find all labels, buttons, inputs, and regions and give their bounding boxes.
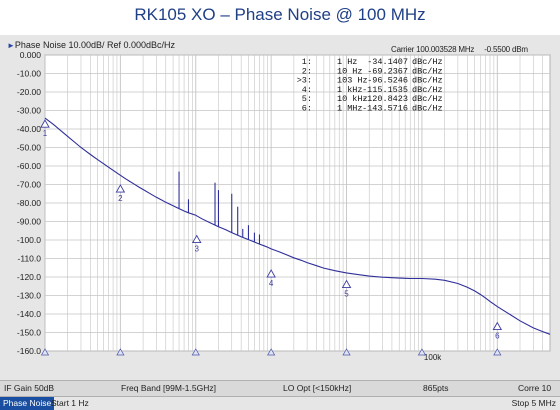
marker-table-index: 2: xyxy=(302,66,312,76)
marker-5-icon xyxy=(341,279,352,289)
marker-table-unit: dBc/Hz xyxy=(412,66,443,76)
marker-table-unit: dBc/Hz xyxy=(412,76,443,86)
marker-table-freq: 10 Hz xyxy=(337,66,363,76)
y-tick-label: 0.000 xyxy=(20,50,42,60)
marker-table-value: -143.5716 xyxy=(362,104,408,114)
phase-noise-trace xyxy=(44,117,551,335)
correlation-status[interactable]: Corre 10 xyxy=(518,383,552,393)
marker-3-icon xyxy=(191,234,202,244)
marker-table-index: 5: xyxy=(302,94,312,104)
carrier-frequency: Carrier 100.003528 MHz xyxy=(391,45,475,54)
y-tick-label: -90.00 xyxy=(17,217,41,227)
freq-band-status[interactable]: Freq Band [99M-1.5GHz] xyxy=(121,383,216,393)
decade-tick-icon xyxy=(191,348,200,356)
marker-4-icon xyxy=(266,269,276,278)
trace-label-text: Phase Noise 10.00dB/ Ref 0.000dBc/Hz xyxy=(14,40,176,50)
decade-tick-icon xyxy=(493,348,502,356)
marker-table-index: 6: xyxy=(302,104,312,114)
marker-table-unit: dBc/Hz xyxy=(412,94,443,104)
y-tick-label: -160.0 xyxy=(17,346,41,356)
marker-table-index: 1: xyxy=(302,57,312,67)
marker-table-value: -69.2367 xyxy=(367,66,408,76)
marker-6-icon xyxy=(492,321,503,331)
marker-table-value: -34.1407 xyxy=(367,57,408,67)
y-tick-label: -120.0 xyxy=(17,272,41,282)
marker-table-freq: 1 MHz xyxy=(337,104,363,114)
y-tick-label: -140.0 xyxy=(17,309,41,319)
carrier-level: -0.5500 dBm xyxy=(484,45,528,54)
marker-table-index: >3: xyxy=(297,76,312,86)
status-bar: IF Gain 50dB Freq Band [99M-1.5GHz] LO O… xyxy=(0,380,560,397)
y-tick-label: -150.0 xyxy=(17,328,41,338)
marker-table-index: 4: xyxy=(302,85,312,95)
start-frequency[interactable]: Start 1 Hz xyxy=(51,398,89,408)
marker-table-freq: 103 Hz xyxy=(337,76,368,86)
marker-table-value: -120.8423 xyxy=(362,94,408,104)
marker-3-label: 3 xyxy=(195,245,200,254)
decade-tick-icon xyxy=(40,348,50,356)
if-gain-status[interactable]: IF Gain 50dB xyxy=(4,383,55,393)
y-tick-label: -70.00 xyxy=(17,180,41,190)
y-tick-label: -130.0 xyxy=(17,291,41,301)
marker-4-label: 4 xyxy=(269,279,274,288)
marker-5-label: 5 xyxy=(344,290,349,299)
y-tick-label: -10.00 xyxy=(17,69,41,79)
analyzer-panel: ►Phase Noise 10.00dB/ Ref 0.000dBc/Hz Ca… xyxy=(0,35,560,410)
tab-bar: Phase Noise Start 1 Hz Stop 5 MHz xyxy=(0,397,560,410)
y-tick-label: -80.00 xyxy=(17,198,41,208)
x-tick-label: 100k xyxy=(424,353,442,362)
decade-tick-icon xyxy=(342,348,351,356)
marker-table-freq: 10 kHz xyxy=(337,94,368,104)
marker-table-unit: dBc/Hz xyxy=(412,104,443,114)
lo-opt-status[interactable]: LO Opt [<150kHz] xyxy=(283,383,352,393)
y-tick-label: -50.00 xyxy=(17,143,41,153)
y-tick-label: -30.00 xyxy=(17,106,41,116)
tab-phase-noise[interactable]: Phase Noise xyxy=(0,397,55,410)
carrier-readout: Carrier 100.003528 MHz -0.5500 dBm xyxy=(391,45,528,54)
decade-tick-icon xyxy=(417,348,427,356)
marker-1-label: 1 xyxy=(43,129,48,138)
decade-tick-icon xyxy=(116,348,125,356)
chart-title: RK105 XO – Phase Noise @ 100 MHz xyxy=(134,5,426,24)
marker-table-freq: 1 Hz xyxy=(337,57,357,67)
trace-marker-icon: ► xyxy=(7,41,15,50)
marker-2-icon xyxy=(115,184,126,193)
marker-table-value: -96.5246 xyxy=(367,76,408,86)
y-tick-label: -110.0 xyxy=(18,254,42,264)
marker-table-unit: dBc/Hz xyxy=(412,85,443,95)
trace-label[interactable]: ►Phase Noise 10.00dB/ Ref 0.000dBc/Hz xyxy=(7,40,175,50)
marker-table-value: -115.1535 xyxy=(362,85,408,95)
y-tick-label: -20.00 xyxy=(17,87,41,97)
marker-table-unit: dBc/Hz xyxy=(412,57,443,67)
marker-1-icon xyxy=(40,119,50,128)
points-status[interactable]: 865pts xyxy=(423,383,449,393)
marker-table-freq: 1 kHz xyxy=(337,85,363,95)
y-tick-label: -60.00 xyxy=(17,161,41,171)
decade-tick-icon xyxy=(267,348,276,356)
marker-6-label: 6 xyxy=(495,332,500,341)
y-tick-label: -100.0 xyxy=(17,235,41,245)
marker-2-label: 2 xyxy=(118,194,123,203)
stop-frequency[interactable]: Stop 5 MHz xyxy=(511,398,556,408)
y-tick-label: -40.00 xyxy=(17,124,41,134)
phase-noise-plot[interactable]: 0.000 -10.00 -20.00 -30.00 -40.00 -50.00 -60.0… xyxy=(0,35,560,380)
